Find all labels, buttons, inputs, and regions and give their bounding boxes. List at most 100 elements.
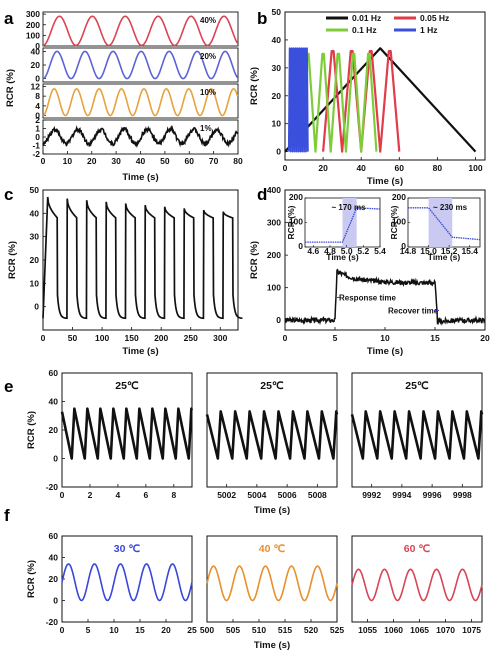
- panel-b-legend-label: 0.05 Hz: [420, 13, 449, 23]
- panel-b-ytick-label: 50: [272, 7, 282, 17]
- panel-b-ytick-label: 0: [276, 147, 281, 157]
- panel-d-ytick-label: 0: [276, 315, 281, 325]
- panel-e-series-3: [350, 410, 484, 460]
- panel-d-xtick-label: 0: [283, 333, 288, 343]
- panel-letter-b: b: [257, 9, 267, 28]
- panel-f-xtick-label: 5: [86, 625, 91, 635]
- panel-f-xtick-label: 20: [161, 625, 171, 635]
- panel-f-frame-3: [351, 535, 483, 623]
- panel-letter-f: f: [4, 506, 10, 525]
- panel-d-inset-ylabel: RCR (%): [389, 205, 399, 239]
- panel-c-series-1: [42, 196, 243, 320]
- panel-b-xtick-label: 20: [318, 163, 328, 173]
- panel-d-inset-xlabel: Time (s): [428, 252, 461, 262]
- panel-a-series-label-2: 20%: [200, 52, 216, 61]
- panel-e-xtick-label: 5006: [278, 490, 297, 500]
- panel-b-ytick-label: 20: [272, 91, 282, 101]
- panel-d-xtick-label: 15: [430, 333, 440, 343]
- panel-d-ytick-label: 300: [267, 218, 281, 228]
- panel-a-ytick-label: 0: [35, 41, 40, 51]
- panel-d-inset-series: [305, 207, 381, 243]
- panel-d-inset-ytick-label: 0: [298, 241, 303, 251]
- panel-d-xtick-label: 20: [480, 333, 490, 343]
- panel-d-inset-xtick-label: 5.0: [341, 246, 353, 256]
- panel-letter-e: e: [4, 377, 13, 396]
- panel-d-ytick-label: 200: [267, 250, 281, 260]
- panel-d-inset-xtick-label: 15.0: [420, 246, 437, 256]
- panel-d-inset-xtick-label: 15.2: [441, 246, 458, 256]
- panel-b-xtick-label: 40: [356, 163, 366, 173]
- panel-d-inset-series: [408, 207, 481, 241]
- panel-d-inset-xtick-label: 5.4: [374, 246, 386, 256]
- panel-d-inset-xtick-label: 4.8: [324, 246, 336, 256]
- panel-a-xtick-label: 10: [63, 156, 73, 166]
- panel-e-series-1: [60, 407, 193, 460]
- panel-b: 0 20 40 60 80 100 0 10 20 30 40 50 Time (s) RCR (%) 0.…: [249, 7, 486, 187]
- panel-e-xtick-label: 9996: [423, 490, 442, 500]
- panel-b-legend-label: 0.1 Hz: [352, 25, 377, 35]
- panel-d-inset-ytick-label: 0: [401, 241, 406, 251]
- panel-d-inset-ytick-label: 200: [392, 192, 406, 202]
- panel-e-xtick-label: 2: [88, 490, 93, 500]
- panel-d-inset-1: ~ 170 ms 4.6 4.8 5.0 5.2 5.4 0 100 200 Time (s) RC…: [286, 192, 386, 262]
- panel-a-xtick-label: 80: [233, 156, 243, 166]
- panel-d-inset-ytick-label: 100: [392, 217, 406, 227]
- panel-c-ylabel: RCR (%): [7, 241, 18, 279]
- panel-a-ytick-label: 12: [31, 81, 41, 91]
- panel-f-xtick-label: 15: [135, 625, 145, 635]
- panel-b-xlabel: Time (s): [367, 176, 403, 187]
- panel-a-xlabel: Time (s): [122, 172, 158, 183]
- panel-e-xtick-label: 6: [144, 490, 149, 500]
- panel-c-xlabel: Time (s): [122, 346, 158, 357]
- panel-b-xtick-label: 100: [468, 163, 482, 173]
- panel-c-ytick-label: 50: [30, 185, 40, 195]
- panel-f-series-1: [61, 563, 193, 602]
- panel-c: 0 50 100 150 200 250 300 0 10 20 30 40 50 Time (s) RCR…: [7, 185, 243, 357]
- panel-a-ytick-label: 40: [31, 46, 41, 56]
- panel-b-ytick-label: 30: [272, 63, 282, 73]
- panel-f-xtick-label: 1060: [384, 625, 403, 635]
- panel-c-xtick-label: 100: [95, 333, 109, 343]
- panel-a-ytick-label: 100: [26, 30, 40, 40]
- panel-d-inset-ytick-label: 100: [289, 217, 303, 227]
- panel-e-ylabel: RCR (%): [26, 411, 37, 449]
- panel-a-series-4: [42, 124, 239, 149]
- panel-a-ytick-label: 0: [35, 132, 40, 142]
- panel-b-xtick-label: 0: [283, 163, 288, 173]
- panel-b-legend-label: 0.01 Hz: [352, 13, 381, 23]
- panel-e-title-3: 25℃: [405, 380, 429, 392]
- panel-f-series-3: [351, 568, 483, 602]
- panel-f-title-3: 60 ℃: [404, 543, 431, 555]
- panel-b-series-1: [284, 47, 477, 153]
- panel-a-ytick-label: 1: [35, 124, 40, 134]
- panel-a-series-1: [42, 15, 239, 47]
- panel-f-ytick-label: 20: [49, 574, 59, 584]
- panel-f-xtick-label: 505: [226, 625, 240, 635]
- panel-f-ytick-label: 0: [53, 596, 58, 606]
- panel-a-ytick-label: 200: [26, 20, 40, 30]
- panel-d-inset-label: ~ 230 ms: [433, 203, 468, 212]
- panel-e-xlabel: Time (s): [254, 505, 290, 516]
- panel-a-ytick-label: 8: [35, 91, 40, 101]
- panel-c-xtick-label: 50: [68, 333, 78, 343]
- panel-f-ylabel: RCR (%): [26, 560, 37, 598]
- panel-a-ytick-label: 20: [31, 60, 41, 70]
- panel-e-series-2: [205, 410, 339, 460]
- panel-c-xtick-label: 300: [213, 333, 227, 343]
- panel-d-ytick-label: 400: [267, 185, 281, 195]
- panel-e-ytick-label: 20: [49, 425, 59, 435]
- panel-e-frame-3: [351, 372, 483, 488]
- panel-a-ytick-label: -1: [32, 141, 40, 151]
- panel-e-title-1: 25℃: [115, 380, 139, 392]
- panel-a-ytick-label: 2: [35, 115, 40, 125]
- panel-f-series-2: [206, 565, 338, 602]
- panel-a-ytick-label: 4: [35, 101, 40, 111]
- panel-letter-c: c: [4, 185, 13, 204]
- panel-e-xtick-label: 9992: [362, 490, 381, 500]
- panel-e-xtick-label: 5004: [247, 490, 266, 500]
- panel-d-xtick-label: 10: [380, 333, 390, 343]
- panel-f-xtick-label: 510: [252, 625, 266, 635]
- panel-f-ytick-label: -20: [46, 617, 59, 627]
